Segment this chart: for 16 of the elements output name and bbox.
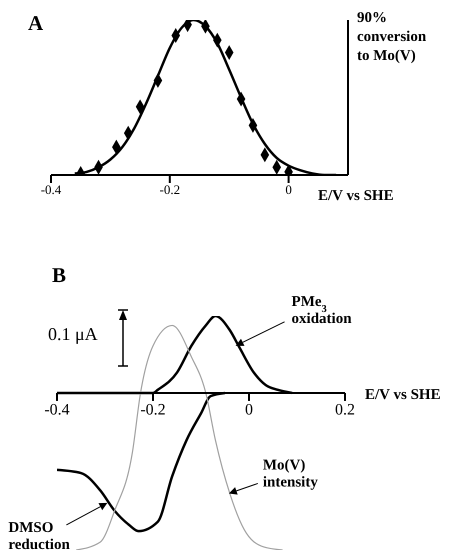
- chart-title: A: [28, 11, 44, 35]
- x-tick-label: -0.2: [140, 401, 166, 418]
- x-axis-title: E/V vs SHE: [318, 188, 394, 204]
- annotation: Mo(V) intensity: [262, 457, 318, 490]
- x-tick-label: 0: [285, 182, 292, 198]
- x-tick-label: 0.2: [335, 401, 355, 418]
- annotation: 0.1 μA: [48, 324, 98, 344]
- x-tick-label: 0: [245, 401, 253, 418]
- annotation: DMSO reduction: [8, 520, 70, 552]
- x-tick-label: -0.4: [44, 401, 70, 418]
- y-axis-title: 90% conversion to Mo(V): [357, 10, 427, 64]
- x-tick-label: -0.4: [40, 182, 62, 198]
- x-axis-title: E/V vs SHE: [365, 386, 441, 403]
- x-tick-label: -0.2: [160, 182, 180, 198]
- annotation: PMe$_{3}$ oxidation: [292, 294, 352, 327]
- chart-title: B: [52, 263, 66, 287]
